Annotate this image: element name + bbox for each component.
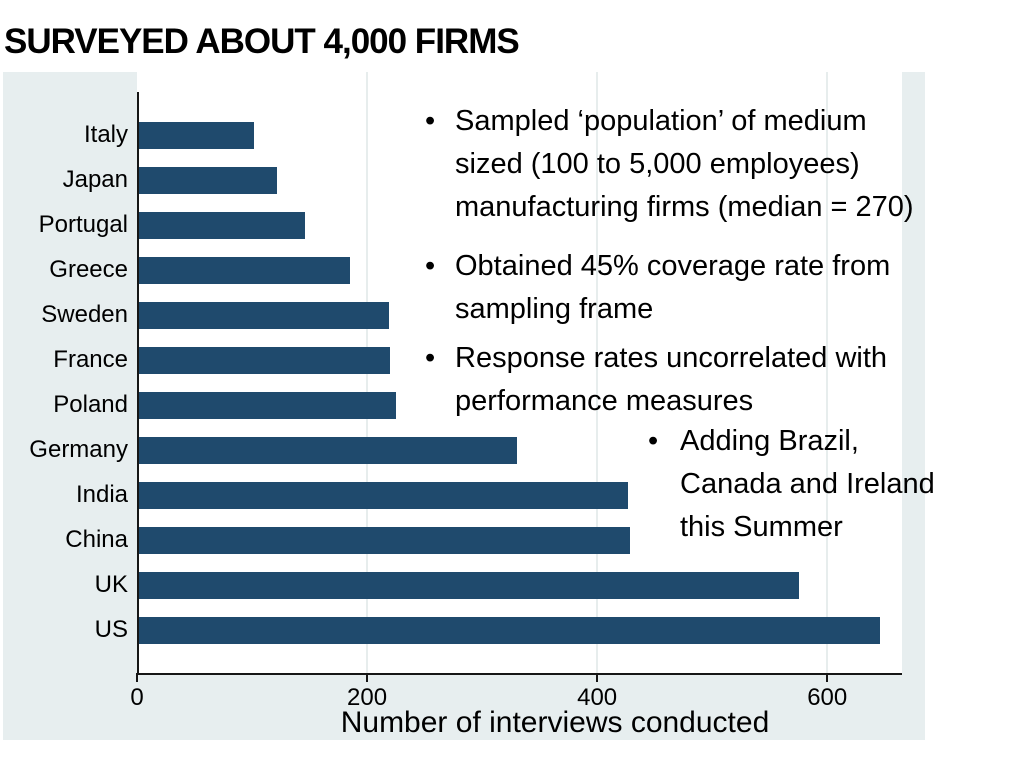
bullet-line: performance measures xyxy=(455,385,754,417)
category-label-poland: Poland xyxy=(53,391,128,418)
y-axis-line xyxy=(137,92,139,673)
bar-poland xyxy=(139,391,396,419)
bullet-line: Obtained 45% coverage rate from xyxy=(455,250,891,282)
slide-title: SURVEYED ABOUT 4,000 FIRMS xyxy=(4,22,520,61)
bullet-line: Response rates uncorrelated with xyxy=(455,342,888,374)
category-label-us: US xyxy=(94,616,128,643)
bullet-marker-3: • xyxy=(425,342,436,374)
bullet-line: this Summer xyxy=(680,511,843,543)
tick-label-0: 0 xyxy=(130,684,144,711)
category-label-germany: Germany xyxy=(29,436,128,463)
bullet-line: Canada and Ireland xyxy=(680,468,935,500)
bar-china xyxy=(139,526,630,554)
bar-us xyxy=(139,616,880,644)
bar-germany xyxy=(139,436,517,464)
tick-mark-0 xyxy=(136,673,138,682)
bar-india xyxy=(139,481,628,509)
x-axis-line xyxy=(137,673,902,675)
category-label-greece: Greece xyxy=(49,256,128,283)
bar-japan xyxy=(139,166,277,194)
bullet-line: manufacturing firms (median = 270) xyxy=(455,191,914,223)
x-axis-title: Number of interviews conducted xyxy=(340,706,770,739)
bullet-line: sized (100 to 5,000 employees) xyxy=(455,148,860,180)
bar-italy xyxy=(139,121,254,149)
bullet-text-1: Sampled ‘population’ of medium sized (100… xyxy=(455,100,914,229)
category-label-india: India xyxy=(75,481,128,508)
tick-label-200: 200 xyxy=(347,684,388,711)
category-label-france: France xyxy=(53,346,128,373)
tick-label-400: 400 xyxy=(577,684,618,711)
bullet-marker-2: • xyxy=(425,250,436,282)
bar-uk xyxy=(139,571,799,599)
tick-mark-200 xyxy=(366,673,369,682)
bullet-line: Adding Brazil, xyxy=(680,425,859,457)
gridline-x-600 xyxy=(826,72,829,673)
category-label-uk: UK xyxy=(94,571,128,598)
bullet-line: sampling frame xyxy=(455,293,654,325)
category-label-italy: Italy xyxy=(83,121,128,148)
bar-sweden xyxy=(139,301,389,329)
tick-label-600: 600 xyxy=(807,684,848,711)
tick-mark-600 xyxy=(826,673,829,682)
bar-portugal xyxy=(139,211,305,239)
category-label-japan: Japan xyxy=(62,166,128,193)
tick-mark-400 xyxy=(596,673,599,682)
bullet-line: Sampled ‘population’ of medium xyxy=(455,105,867,137)
bullet-marker-1: • xyxy=(425,105,436,137)
bullet-marker-4: • xyxy=(648,425,659,457)
bullet-text-4: Adding Brazil, Canada and Ireland this Sum… xyxy=(680,420,935,549)
bullet-text-2: Obtained 45% coverage rate from sampling … xyxy=(455,245,890,331)
bar-greece xyxy=(139,256,350,284)
gridline-x-400 xyxy=(596,72,599,673)
bullet-text-3: Response rates uncorrelated with performa… xyxy=(455,337,887,423)
category-label-china: China xyxy=(65,526,128,553)
bar-france xyxy=(139,346,390,374)
category-label-sweden: Sweden xyxy=(41,301,128,328)
category-label-portugal: Portugal xyxy=(38,211,128,238)
